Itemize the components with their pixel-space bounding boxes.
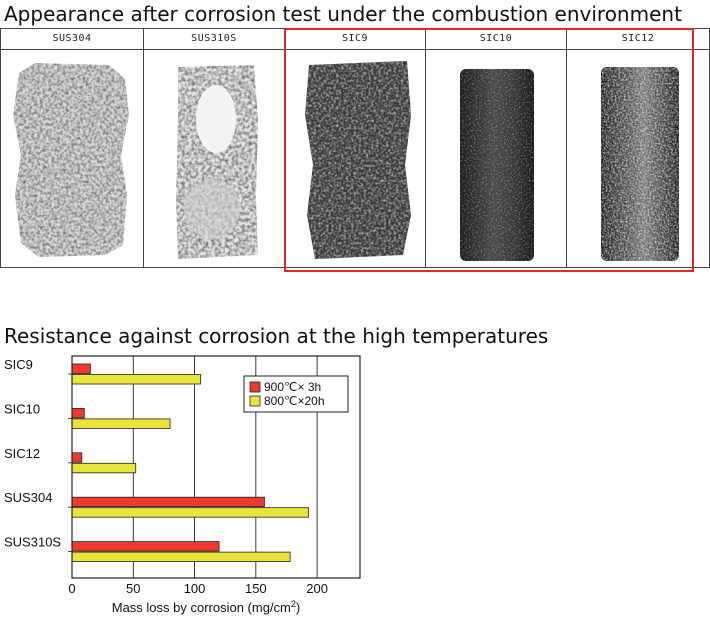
legend-box [243,375,349,413]
legend-swatch-900c [249,381,261,393]
specimen-image-sic9 [305,61,411,259]
specimen-panel-sic12: SIC12 [566,28,710,268]
specimen-image-sus304 [13,63,129,257]
x-axis-label: Mass loss by corrosion (mg/cm2) [112,599,301,615]
corrosion-bar-chart: SIC9 SIC10 SIC12 SUS304 SUS310S 0 50 100 150 200… [4,355,361,615]
category-labels: SIC9 SIC10 SIC12 SUS304 SUS310S [4,357,61,550]
specimen-label: SUS310S [144,29,284,50]
category-label-sic10: SIC10 [4,401,40,416]
legend-swatch-800c [249,395,261,407]
bar-sic12-series-0 [71,452,83,463]
bar-sic10-series-1 [71,418,171,429]
bars [68,363,309,563]
x-tick-label: 0 [68,581,75,596]
bar-sus310s-series-0 [71,541,220,552]
bar-sus304-series-1 [71,507,309,518]
bar-sus304-series-0 [71,496,265,508]
bar-sic9-series-0 [71,363,91,374]
specimen-image-sus310s [176,65,258,259]
specimen-label: SIC9 [285,29,425,50]
x-tick-label: 200 [306,581,328,596]
specimen-photo-strip: SUS304 SUS310S [0,28,710,272]
specimen-label: SIC12 [567,29,709,50]
specimen-label: SIC10 [426,29,566,50]
legend-label-800c: 800℃×20h [264,394,325,408]
legend-label-900c: 900℃× 3h [264,380,321,394]
bar-sic10-series-0 [71,408,85,419]
x-tick-labels: 0 50 100 150 200 [68,581,328,596]
specimen-panel-sus310s: SUS310S [143,28,285,268]
x-tick-label: 100 [184,581,206,596]
category-label-sus310s: SUS310S [4,535,61,550]
x-tick-label: 50 [126,581,140,596]
x-tick-label: 150 [245,581,267,596]
category-label-sic9: SIC9 [4,357,33,372]
chart-section-title: Resistance against corrosion at the high… [4,324,549,348]
legend: 900℃× 3h 800℃×20h [243,375,349,413]
bar-sic9-series-1 [71,374,202,385]
category-label-sic12: SIC12 [4,446,40,461]
category-label-sus304: SUS304 [4,490,52,505]
specimen-panel-sic10: SIC10 [425,28,567,268]
specimen-panel-sus304: SUS304 [0,28,144,268]
photo-section-title: Appearance after corrosion test under th… [4,2,682,26]
specimen-label: SUS304 [1,29,143,50]
plot-frame [71,355,361,579]
specimen-panel-sic9: SIC9 [284,28,426,268]
bar-sus310s-series-1 [71,551,291,563]
corrosion-chart: SIC9 SIC10 SIC12 SUS304 SUS310S 0 50 100 150 200… [0,350,420,622]
bar-sic12-series-1 [71,462,137,474]
specimen-image-sic12 [601,67,679,261]
specimen-image-sic10 [460,69,534,261]
